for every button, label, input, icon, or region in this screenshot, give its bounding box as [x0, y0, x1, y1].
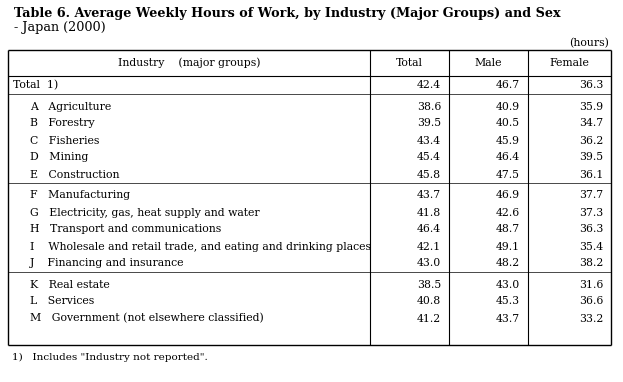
Text: 46.4: 46.4	[417, 225, 441, 235]
Text: 31.6: 31.6	[579, 280, 603, 290]
Text: K   Real estate: K Real estate	[30, 280, 110, 290]
Text: 40.5: 40.5	[496, 118, 520, 128]
Text: 43.0: 43.0	[496, 280, 520, 290]
Text: 33.2: 33.2	[579, 314, 603, 324]
Text: Total  1): Total 1)	[13, 80, 58, 91]
Text: 35.4: 35.4	[579, 241, 603, 251]
Text: 37.7: 37.7	[579, 191, 603, 201]
Text: 46.9: 46.9	[496, 191, 520, 201]
Text: (hours): (hours)	[569, 38, 609, 48]
Text: 42.4: 42.4	[417, 81, 441, 91]
Text: 36.3: 36.3	[579, 225, 603, 235]
Text: L   Services: L Services	[30, 296, 94, 306]
Text: 1)   Includes "Industry not reported".: 1) Includes "Industry not reported".	[12, 353, 207, 361]
Text: 49.1: 49.1	[496, 241, 520, 251]
Text: 34.7: 34.7	[579, 118, 603, 128]
Text: Industry    (major groups): Industry (major groups)	[118, 58, 260, 68]
Text: C   Fisheries: C Fisheries	[30, 136, 100, 146]
Text: A   Agriculture: A Agriculture	[30, 102, 112, 112]
Text: 35.9: 35.9	[579, 102, 603, 112]
Text: 46.4: 46.4	[496, 152, 520, 162]
Text: 38.2: 38.2	[579, 259, 603, 269]
Text: G   Electricity, gas, heat supply and water: G Electricity, gas, heat supply and wate…	[30, 207, 260, 217]
Text: 37.3: 37.3	[579, 207, 603, 217]
Text: 36.2: 36.2	[579, 136, 603, 146]
Text: D   Mining: D Mining	[30, 152, 88, 162]
Text: 48.7: 48.7	[496, 225, 520, 235]
Text: 42.1: 42.1	[417, 241, 441, 251]
Text: 45.8: 45.8	[417, 170, 441, 180]
Text: 40.8: 40.8	[417, 296, 441, 306]
Text: M   Government (not elsewhere classified): M Government (not elsewhere classified)	[30, 313, 264, 324]
Text: I    Wholesale and retail trade, and eating and drinking places: I Wholesale and retail trade, and eating…	[30, 241, 371, 251]
Text: 40.9: 40.9	[496, 102, 520, 112]
Text: 43.7: 43.7	[417, 191, 441, 201]
Text: 45.4: 45.4	[417, 152, 441, 162]
Text: 48.2: 48.2	[496, 259, 520, 269]
Text: 39.5: 39.5	[579, 152, 603, 162]
Text: 42.6: 42.6	[496, 207, 520, 217]
Text: 36.3: 36.3	[579, 81, 603, 91]
Text: 41.2: 41.2	[417, 314, 441, 324]
Text: J    Financing and insurance: J Financing and insurance	[30, 259, 184, 269]
Text: Male: Male	[475, 58, 502, 68]
Text: 47.5: 47.5	[496, 170, 520, 180]
Text: 45.3: 45.3	[496, 296, 520, 306]
Text: 38.6: 38.6	[417, 102, 441, 112]
Text: 45.9: 45.9	[496, 136, 520, 146]
Text: 43.7: 43.7	[496, 314, 520, 324]
Text: Female: Female	[549, 58, 589, 68]
Text: 43.0: 43.0	[417, 259, 441, 269]
Text: 38.5: 38.5	[417, 280, 441, 290]
Text: B   Forestry: B Forestry	[30, 118, 95, 128]
Text: 43.4: 43.4	[417, 136, 441, 146]
Text: Table 6. Average Weekly Hours of Work, by Industry (Major Groups) and Sex: Table 6. Average Weekly Hours of Work, b…	[14, 6, 561, 19]
Text: 41.8: 41.8	[417, 207, 441, 217]
Text: 36.1: 36.1	[579, 170, 603, 180]
Text: 39.5: 39.5	[417, 118, 441, 128]
Text: F   Manufacturing: F Manufacturing	[30, 191, 130, 201]
Text: - Japan (2000): - Japan (2000)	[14, 21, 106, 34]
Text: 36.6: 36.6	[579, 296, 603, 306]
Text: Total: Total	[396, 58, 423, 68]
Text: E   Construction: E Construction	[30, 170, 120, 180]
Text: H   Transport and communications: H Transport and communications	[30, 225, 221, 235]
Text: 46.7: 46.7	[496, 81, 520, 91]
